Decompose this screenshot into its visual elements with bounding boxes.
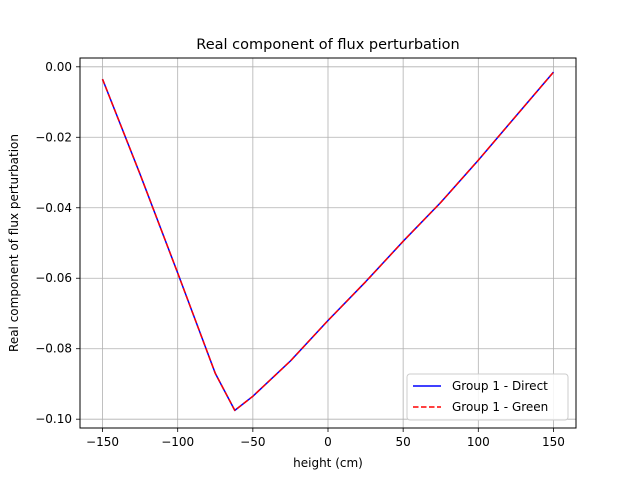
grid-lines [80, 58, 576, 428]
x-tick-label: −150 [86, 435, 119, 449]
axis-ticks: −150 −100 −50 0 50 100 150 0.00 −0.02 −0.04 −0.06 −… [35, 60, 565, 449]
y-axis-label: Real component of flux perturbation [7, 134, 21, 352]
series-lines [101, 71, 555, 412]
legend: Group 1 - Direct Group 1 - Green [406, 373, 569, 421]
x-tick-label: −100 [161, 435, 194, 449]
legend-label-green: Group 1 - Green [452, 400, 548, 414]
y-tick-label: −0.04 [35, 201, 72, 215]
y-tick-label: −0.08 [35, 342, 72, 356]
legend-box [406, 373, 569, 421]
legend-label-direct: Group 1 - Direct [452, 379, 548, 393]
y-tick-label: −0.06 [35, 271, 72, 285]
chart-title: Real component of flux perturbation [196, 37, 459, 53]
x-tick-label: 0 [324, 435, 332, 449]
x-tick-label: −50 [240, 435, 265, 449]
y-tick-label: 0.00 [45, 60, 72, 74]
y-tick-label: −0.02 [35, 130, 72, 144]
x-tick-label: 50 [396, 435, 411, 449]
x-tick-label: 100 [467, 435, 490, 449]
x-tick-label: 150 [542, 435, 565, 449]
series-line-green [101, 71, 555, 412]
x-axis-label: height (cm) [293, 456, 363, 470]
y-tick-label: −0.10 [35, 412, 72, 426]
